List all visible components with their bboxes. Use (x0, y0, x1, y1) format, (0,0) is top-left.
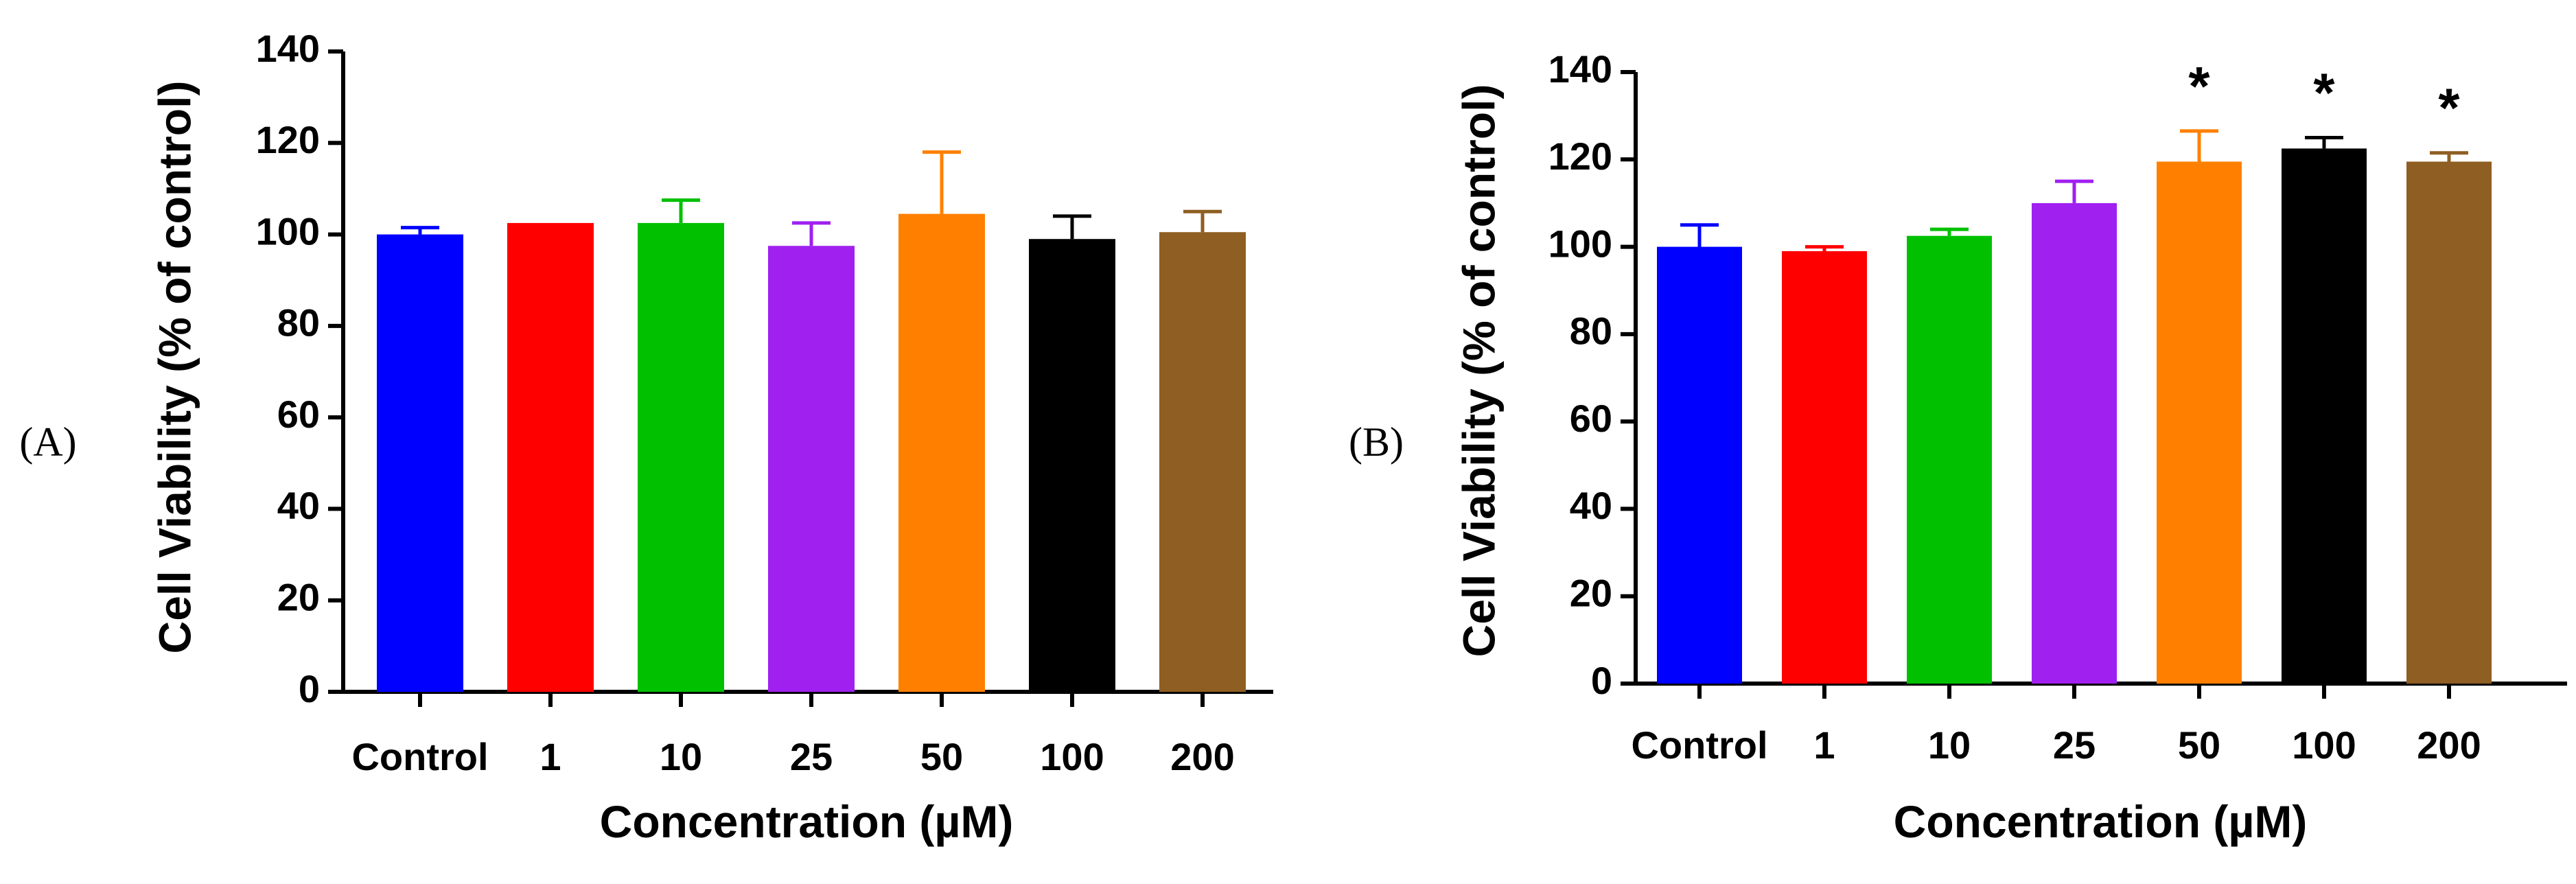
y-tick-label-a: 140 (256, 27, 320, 70)
bar-a-3 (768, 246, 855, 692)
bar-b-5 (2282, 148, 2367, 684)
plot-area-a: 0 20 40 60 80 100 120 140 Control 1 10 25 50 100 200 (256, 27, 1273, 778)
x-tick-label-b-2: 10 (1928, 723, 1971, 767)
bar-b-6 (2406, 161, 2492, 684)
x-tick-label-a-6: 200 (1170, 735, 1234, 778)
y-tick-label-b: 80 (1570, 310, 1612, 353)
x-tick-label-a-4: 50 (920, 735, 963, 778)
x-axis-title-b: Concentration (µM) (1894, 796, 2308, 847)
y-tick-label-a: 100 (256, 209, 320, 253)
bar-b-1 (1782, 251, 1867, 684)
y-tick-label-a: 40 (277, 484, 320, 527)
x-tick-label-b-1: 1 (1813, 723, 1835, 767)
x-tick-label-a-2: 10 (660, 735, 702, 778)
x-tick-label-a-3: 25 (790, 735, 833, 778)
x-tick-label-a-0: Control (351, 735, 488, 778)
y-tick-label-b: 140 (1548, 47, 1612, 91)
panel-label-b: (B) (1349, 419, 1404, 465)
bar-b-2 (1907, 235, 1992, 684)
significance-marker-b-4: * (2188, 56, 2210, 117)
x-tick-label-a-5: 100 (1040, 735, 1104, 778)
x-axis-title-a: Concentration (µM) (600, 796, 1014, 847)
bar-b-0 (1657, 246, 1742, 684)
y-axis-title-a: Cell Viability (% of control) (149, 81, 200, 654)
panel-a: (A) Cell Viability (% of control) Concen… (19, 27, 1273, 847)
significance-marker-b-5: * (2313, 62, 2335, 123)
x-tick-label-b-4: 50 (2178, 723, 2220, 767)
y-tick-label-b: 60 (1570, 397, 1612, 440)
y-tick-label-a: 80 (277, 301, 320, 345)
x-tick-label-b-0: Control (1631, 723, 1767, 767)
x-tick-label-b-3: 25 (2053, 723, 2096, 767)
significance-marker-b-6: * (2438, 78, 2460, 139)
bar-a-1 (507, 222, 594, 692)
bar-b-4 (2157, 161, 2242, 684)
y-tick-label-a: 60 (277, 393, 320, 436)
y-tick-label-a: 20 (277, 576, 320, 619)
x-tick-label-b-5: 100 (2292, 723, 2356, 767)
y-tick-label-b: 40 (1570, 484, 1612, 527)
bar-a-6 (1159, 232, 1246, 693)
bar-b-3 (2032, 202, 2117, 684)
bar-a-4 (898, 213, 985, 692)
y-tick-label-b: 120 (1548, 135, 1612, 178)
plot-area-b: 0 20 40 60 80 100 120 140 Control 1 10 25 50 * 100 * 200… (1548, 47, 2567, 767)
panel-label-a: (A) (19, 419, 76, 465)
panel-b: (B) Cell Viability (% of control) Concen… (1349, 47, 2567, 847)
y-tick-label-b: 0 (1591, 659, 1612, 702)
bar-a-0 (377, 234, 463, 693)
x-tick-label-a-1: 1 (539, 735, 561, 778)
y-axis-title-b: Cell Viability (% of control) (1453, 84, 1504, 658)
bar-a-2 (638, 222, 724, 692)
y-tick-label-b: 100 (1548, 222, 1612, 265)
y-tick-label-a: 0 (299, 667, 320, 710)
x-tick-label-b-6: 200 (2417, 723, 2481, 767)
bar-a-5 (1029, 239, 1115, 692)
y-tick-label-b: 20 (1570, 572, 1612, 615)
y-tick-label-a: 120 (256, 118, 320, 161)
